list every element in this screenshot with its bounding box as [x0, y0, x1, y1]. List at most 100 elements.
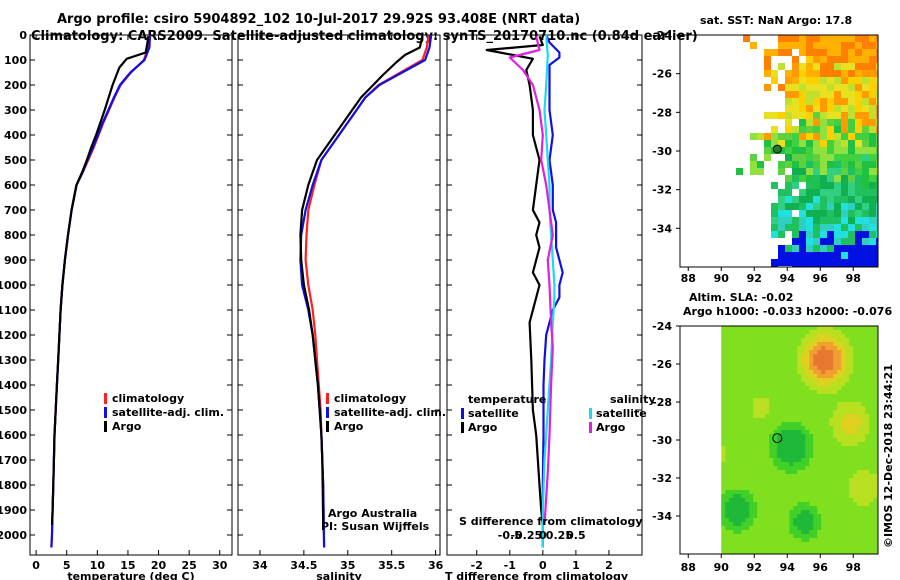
- sla-cell: [845, 454, 850, 459]
- sla-cell: [769, 514, 774, 519]
- sla-cell: [733, 438, 738, 443]
- sla-cell: [733, 422, 738, 427]
- sla-cell: [861, 362, 866, 367]
- sla-cell: [737, 514, 742, 519]
- sla-cell: [797, 462, 802, 467]
- sla-cell: [737, 390, 742, 395]
- sla-cell: [773, 490, 778, 495]
- sla-cell: [745, 498, 750, 503]
- sla-cell: [741, 534, 746, 539]
- sla-cell: [741, 526, 746, 531]
- sla-cell: [825, 522, 830, 527]
- sla-cell: [801, 438, 806, 443]
- sla-cell: [781, 482, 786, 487]
- sla-cell: [857, 350, 862, 355]
- sla-cell: [785, 518, 790, 523]
- sla-cell: [873, 470, 878, 475]
- sla-cell: [805, 510, 810, 515]
- sla-cell: [873, 422, 878, 427]
- sla-cell: [741, 426, 746, 431]
- sla-cell: [757, 422, 762, 427]
- sla-cell: [833, 450, 838, 455]
- sla-cell: [813, 494, 818, 499]
- sla-cell: [741, 498, 746, 503]
- sla-cell: [861, 354, 866, 359]
- sla-cell: [721, 478, 726, 483]
- sla-cell: [745, 398, 750, 403]
- sst-cell: [799, 63, 806, 70]
- sla-cell: [809, 342, 814, 347]
- sst-cell: [855, 161, 862, 168]
- sla-cell: [729, 430, 734, 435]
- sst-cell: [848, 126, 855, 133]
- sst-cell: [799, 35, 806, 42]
- sla-cell: [801, 422, 806, 427]
- sla-cell: [833, 438, 838, 443]
- sla-cell: [865, 462, 870, 467]
- salinity-series-satellite-adj-clim-: [299, 34, 433, 548]
- sla-cell: [781, 438, 786, 443]
- sla-cell: [817, 338, 822, 343]
- sla-cell: [793, 506, 798, 511]
- sla-cell: [873, 414, 878, 419]
- y-tick-label: 100: [4, 54, 27, 67]
- sla-cell: [741, 346, 746, 351]
- sla-cell: [801, 550, 806, 554]
- sst-cell: [855, 189, 862, 196]
- sla-cell: [777, 534, 782, 539]
- sla-cell: [757, 354, 762, 359]
- sla-cell: [737, 550, 742, 554]
- sla-cell: [805, 418, 810, 423]
- sla-cell: [793, 466, 798, 471]
- sst-cell: [855, 238, 862, 245]
- sla-cell: [785, 422, 790, 427]
- sla-cell: [817, 410, 822, 415]
- sla-cell: [777, 510, 782, 515]
- sla-cell: [829, 374, 834, 379]
- sla-cell: [849, 390, 854, 395]
- sla-cell: [857, 550, 862, 554]
- sla-cell: [793, 410, 798, 415]
- sst-cell: [785, 189, 792, 196]
- sla-cell: [833, 378, 838, 383]
- sla-cell: [857, 366, 862, 371]
- sla-cell: [841, 426, 846, 431]
- sla-cell: [805, 338, 810, 343]
- sst-cell: [876, 217, 878, 224]
- sla-cell: [801, 406, 806, 411]
- sla-cell: [753, 482, 758, 487]
- sla-cell: [837, 486, 842, 491]
- sla-cell: [797, 438, 802, 443]
- sla-cell: [761, 410, 766, 415]
- sst-cell: [764, 84, 771, 91]
- sla-cell: [861, 334, 866, 339]
- sla-cell: [721, 406, 726, 411]
- sla-cell: [825, 494, 830, 499]
- sla-cell: [797, 442, 802, 447]
- sla-cell: [849, 530, 854, 535]
- sla-cell: [753, 478, 758, 483]
- sla-cell: [813, 438, 818, 443]
- sst-cell: [862, 224, 869, 231]
- sst-cell: [778, 231, 785, 238]
- sst-cell: [869, 203, 876, 210]
- sla-cell: [857, 514, 862, 519]
- sla-cell: [865, 490, 870, 495]
- sla-cell: [797, 406, 802, 411]
- sla-cell: [857, 378, 862, 383]
- sst-cell: [862, 77, 869, 84]
- sla-cell: [781, 414, 786, 419]
- sla-cell: [861, 462, 866, 467]
- sla-cell: [805, 474, 810, 479]
- sla-cell: [821, 498, 826, 503]
- sla-cell: [753, 506, 758, 511]
- sla-cell: [777, 542, 782, 547]
- sla-cell: [741, 490, 746, 495]
- sst-cell: [862, 119, 869, 126]
- sla-cell: [809, 390, 814, 395]
- sla-cell: [749, 526, 754, 531]
- sla-cell: [821, 474, 826, 479]
- sla-cell: [761, 414, 766, 419]
- sla-cell: [865, 378, 870, 383]
- sst-cell: [869, 245, 876, 252]
